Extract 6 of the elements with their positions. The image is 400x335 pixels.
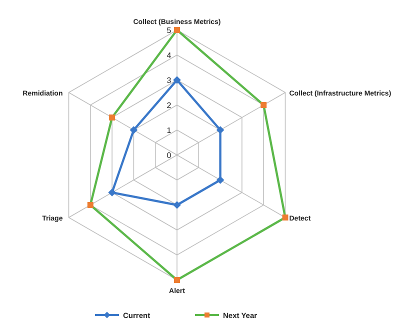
y-tick-label: 0 — [166, 151, 172, 160]
y-tick-label: 5 — [166, 26, 172, 35]
y-tick-label: 4 — [166, 51, 172, 60]
y-tick-label: 1 — [166, 126, 172, 135]
y-tick-label: 2 — [166, 101, 172, 110]
y-tick-label: 3 — [166, 76, 172, 85]
